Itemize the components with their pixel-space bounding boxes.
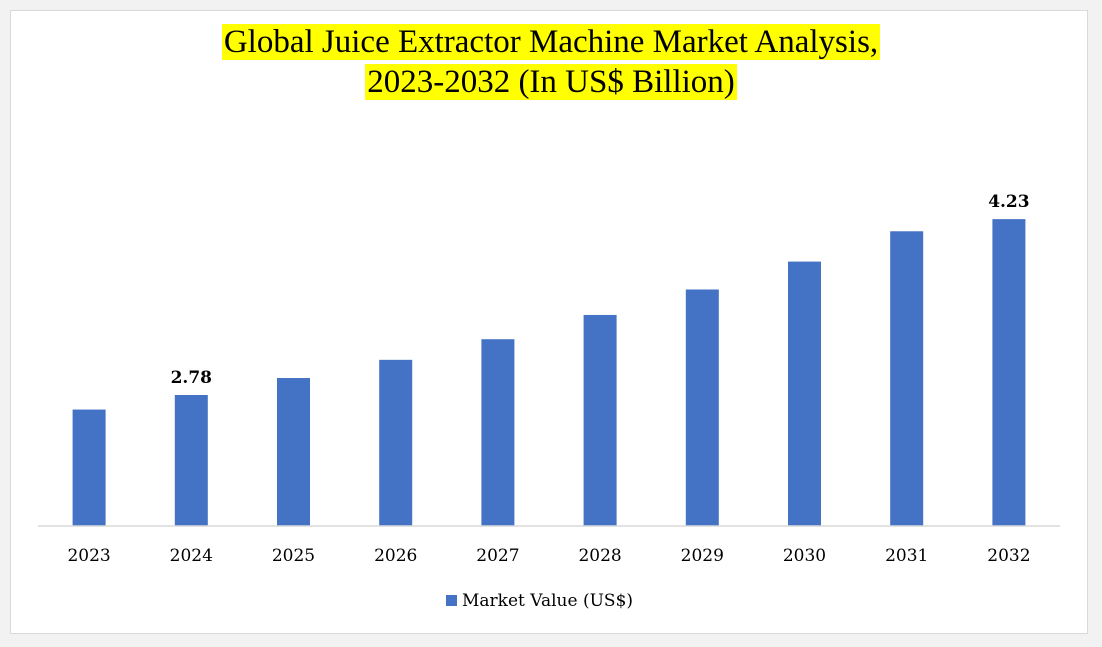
chart-title-line2: 2023-2032 (In US$ Billion): [365, 64, 737, 100]
bar-2030: [788, 261, 821, 526]
chart-title: Global Juice Extractor Machine Market An…: [0, 22, 1102, 102]
bar-2023: [72, 409, 106, 526]
bar-2029: [685, 289, 719, 526]
bars-group: [72, 219, 1026, 526]
legend-swatch: [446, 595, 457, 606]
x-tick-2026: 2026: [374, 546, 417, 566]
x-tick-2024: 2024: [170, 546, 213, 566]
x-tick-2025: 2025: [272, 546, 315, 566]
bar-2032: [992, 219, 1026, 526]
bar-2026: [379, 359, 413, 526]
legend-label: Market Value (US$): [462, 591, 633, 611]
bar-2024: [174, 395, 208, 526]
bar-2031: [890, 231, 924, 526]
data-label-2024: 2.78: [171, 368, 212, 388]
bar-2025: [277, 378, 310, 526]
bar-2028: [583, 314, 617, 526]
x-tick-labels: 2023 2024 2025 2026 2027 2028 2029 2030 2031 2032: [67, 546, 1030, 566]
x-tick-2027: 2027: [476, 546, 519, 566]
data-label-2032: 4.23: [988, 192, 1029, 212]
bar-2027: [481, 339, 515, 526]
x-tick-2032: 2032: [987, 546, 1030, 566]
x-tick-2029: 2029: [681, 546, 724, 566]
chart-title-line1: Global Juice Extractor Machine Market An…: [221, 24, 881, 60]
x-tick-2028: 2028: [578, 546, 621, 566]
x-tick-2031: 2031: [885, 546, 928, 566]
legend: Market Value (US$): [446, 591, 633, 611]
x-tick-2023: 2023: [67, 546, 110, 566]
data-labels: 2.78 4.23: [171, 192, 1030, 388]
x-tick-2030: 2030: [783, 546, 826, 566]
